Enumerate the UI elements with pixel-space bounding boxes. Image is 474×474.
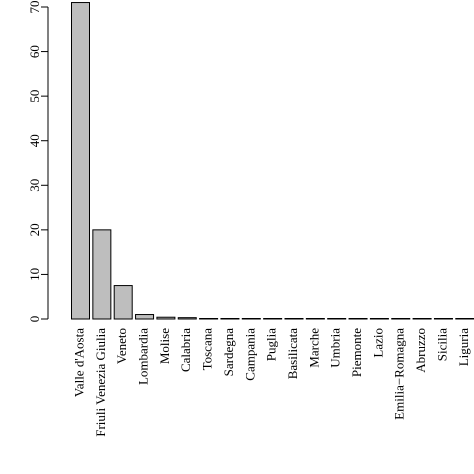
bar: [348, 318, 368, 320]
y-tick-label: 20: [27, 223, 42, 236]
bar: [263, 318, 283, 320]
x-tick-label: Lombardia: [136, 328, 151, 385]
x-tick-label: Liguria: [456, 328, 471, 366]
y-tick-label: 30: [27, 179, 42, 192]
x-tick-label: Valle d'Aosta: [71, 328, 86, 397]
x-tick-label: Sardegna: [221, 328, 236, 377]
x-tick-label: Abruzzo: [413, 328, 428, 373]
x-axis-labels: Valle d'Aosta Friuli Venezia Giulia Veneto…: [71, 328, 470, 437]
x-tick-label: Veneto: [114, 328, 129, 364]
bar: [177, 317, 197, 320]
x-tick-label: Toscana: [200, 328, 215, 371]
y-axis: 0 10 20 30 40 50 60 70: [27, 1, 49, 323]
bar: [135, 314, 155, 320]
bar: [455, 318, 474, 320]
y-tick-label: 40: [27, 134, 42, 147]
x-tick-label: Basilicata: [285, 328, 300, 379]
x-tick-label: Lazio: [370, 328, 385, 358]
x-tick-label: Campania: [242, 328, 257, 381]
y-tick-label: 10: [27, 268, 42, 281]
x-tick-label: Emilia−Romagna: [392, 328, 407, 420]
bar: [305, 318, 325, 320]
x-tick-label: Puglia: [264, 328, 279, 361]
x-tick-label: Friuli Venezia Giulia: [93, 328, 108, 437]
bar: [199, 318, 219, 320]
x-tick-label: Marche: [306, 328, 321, 368]
bar: [156, 316, 176, 320]
bar: [220, 318, 240, 320]
bars: [71, 2, 474, 320]
bar: [391, 318, 411, 320]
bar: [327, 318, 347, 320]
y-tick-label: 70: [27, 1, 42, 14]
x-tick-label: Calabria: [178, 328, 193, 372]
x-tick-label: Piemonte: [349, 328, 364, 377]
bar: [241, 318, 261, 320]
x-tick-label: Molise: [157, 328, 172, 364]
bar: [71, 2, 90, 320]
bar: [284, 318, 304, 320]
y-tick-label: 60: [27, 45, 42, 58]
x-tick-label: Sicilia: [434, 328, 449, 361]
bar: [113, 285, 133, 320]
y-tick-label: 0: [27, 316, 42, 323]
y-tick-label: 50: [27, 90, 42, 103]
bar: [92, 229, 112, 320]
x-tick-label: Umbria: [328, 328, 343, 368]
bar: [433, 318, 453, 320]
bar: [369, 318, 389, 320]
bar: [412, 318, 432, 320]
